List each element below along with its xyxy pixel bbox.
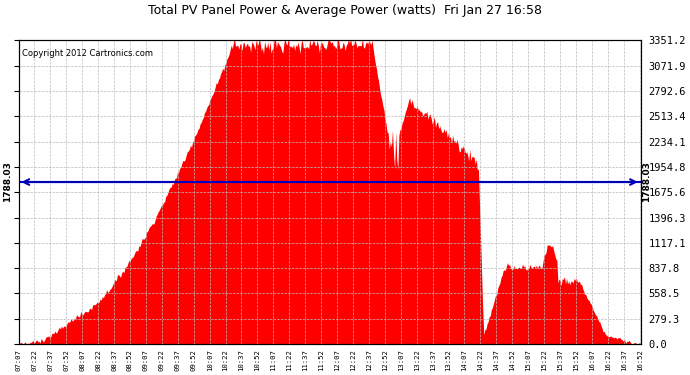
Text: Copyright 2012 Cartronics.com: Copyright 2012 Cartronics.com [21,50,152,58]
Text: 1788.03: 1788.03 [642,162,651,202]
Text: 1788.03: 1788.03 [3,162,12,202]
Text: Total PV Panel Power & Average Power (watts)  Fri Jan 27 16:58: Total PV Panel Power & Average Power (wa… [148,4,542,17]
